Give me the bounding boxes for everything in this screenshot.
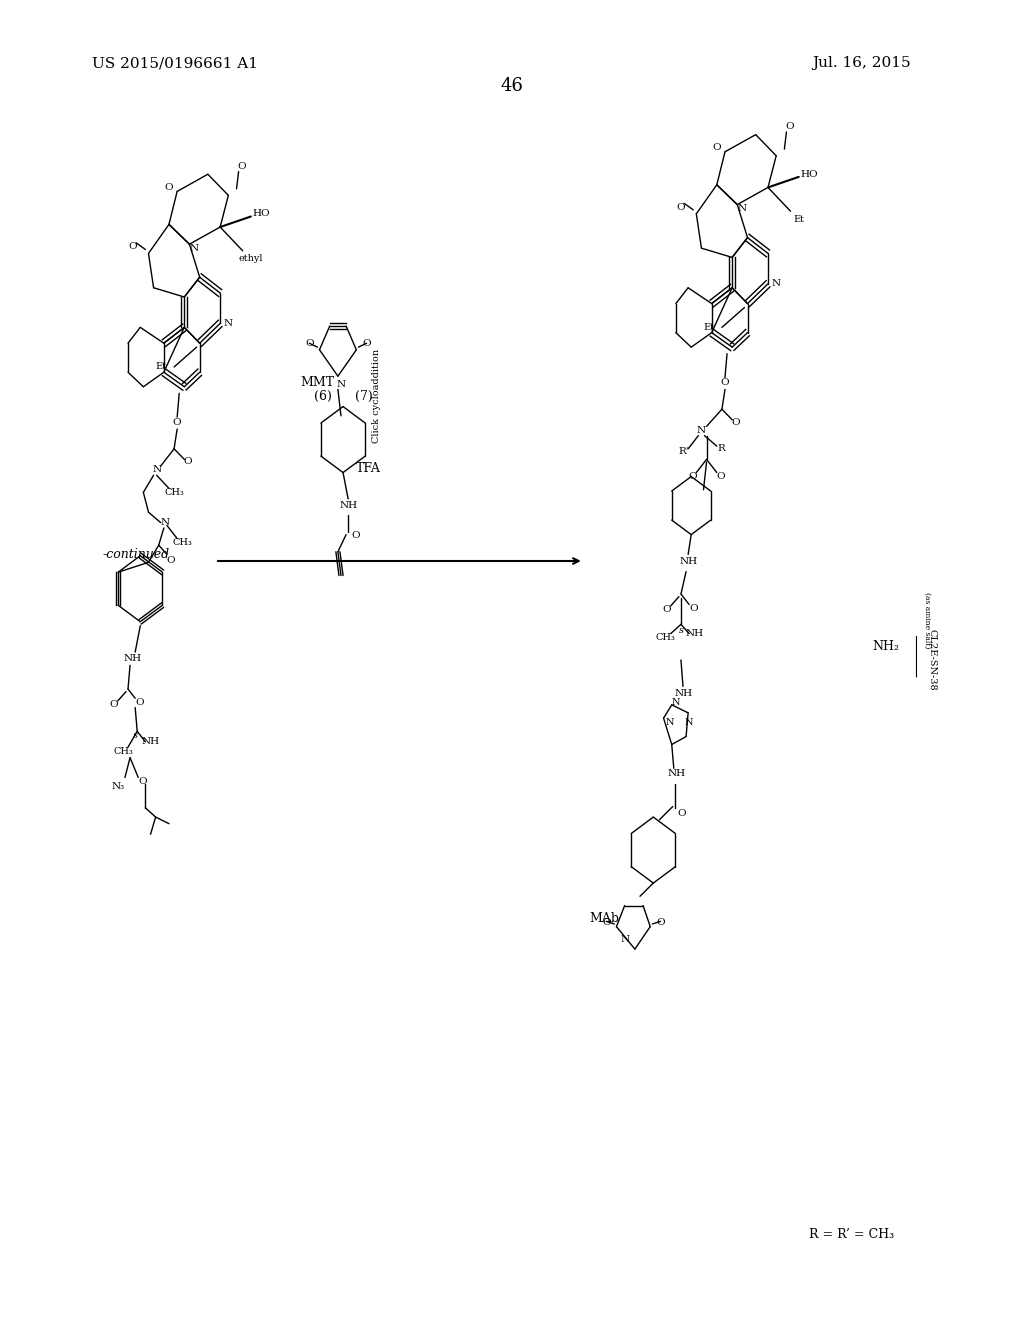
Text: N: N	[772, 280, 780, 288]
Text: O: O	[602, 919, 610, 927]
Text: NH: NH	[679, 557, 697, 565]
Text: O: O	[167, 557, 175, 565]
Text: s: s	[133, 731, 137, 739]
Text: NH₂: NH₂	[872, 640, 899, 653]
Text: O: O	[165, 183, 173, 191]
Text: 46: 46	[501, 77, 523, 95]
Text: O: O	[677, 203, 685, 211]
Text: O: O	[110, 701, 118, 709]
Text: R': R'	[679, 447, 689, 455]
Text: O: O	[713, 144, 721, 152]
Text: HO: HO	[253, 210, 270, 218]
Text: O: O	[678, 809, 686, 817]
Text: N: N	[153, 466, 161, 474]
Text: Et: Et	[703, 323, 714, 331]
Text: N: N	[337, 380, 345, 388]
Text: US 2015/0196661 A1: US 2015/0196661 A1	[92, 57, 258, 70]
Text: MMT: MMT	[300, 376, 335, 389]
Text: N: N	[666, 718, 674, 726]
Text: O: O	[721, 379, 729, 387]
Text: s: s	[679, 627, 683, 635]
Text: HO: HO	[801, 170, 818, 178]
Text: CH₃: CH₃	[164, 488, 184, 496]
Text: CH₃: CH₃	[655, 634, 676, 642]
Text: R = R’ = CH₃: R = R’ = CH₃	[809, 1228, 894, 1241]
Text: CH₃: CH₃	[172, 539, 193, 546]
Text: O: O	[362, 339, 371, 347]
Text: -continued: -continued	[102, 548, 170, 561]
Text: NH: NH	[675, 689, 693, 697]
Text: (as amine salt): (as amine salt)	[923, 593, 931, 648]
Text: N: N	[190, 244, 199, 252]
Text: O: O	[351, 532, 359, 540]
Text: NH: NH	[685, 630, 703, 638]
Text: O: O	[305, 339, 313, 347]
Text: N: N	[161, 519, 169, 527]
Text: NH: NH	[668, 770, 686, 777]
Text: O: O	[135, 698, 143, 706]
Text: O: O	[731, 418, 739, 426]
Text: N: N	[621, 936, 629, 944]
Text: (6): (6)	[313, 389, 332, 403]
Text: N: N	[697, 426, 706, 434]
Text: O: O	[663, 606, 671, 614]
Text: (7): (7)	[354, 389, 373, 403]
Text: O: O	[138, 777, 146, 785]
Text: O: O	[173, 418, 181, 426]
Text: N: N	[672, 698, 680, 706]
Text: N₃: N₃	[112, 783, 124, 791]
Text: NH: NH	[123, 655, 141, 663]
Text: O: O	[717, 473, 725, 480]
Text: ethyl: ethyl	[239, 255, 263, 263]
Text: Click cycloaddition: Click cycloaddition	[373, 348, 381, 444]
Text: O: O	[183, 458, 191, 466]
Text: O: O	[238, 162, 246, 170]
Text: Et: Et	[794, 215, 804, 223]
Text: N: N	[738, 205, 746, 213]
Text: NH: NH	[339, 502, 357, 510]
Text: MAb: MAb	[589, 912, 620, 925]
Text: TFA: TFA	[356, 462, 381, 475]
Text: CL2E-SN-38: CL2E-SN-38	[928, 630, 936, 690]
Text: N: N	[224, 319, 232, 327]
Text: Jul. 16, 2015: Jul. 16, 2015	[813, 57, 911, 70]
Text: O: O	[656, 919, 665, 927]
Text: N: N	[685, 718, 693, 726]
Text: NH: NH	[141, 738, 160, 746]
Text: Et: Et	[156, 363, 166, 371]
Text: O: O	[689, 605, 697, 612]
Text: O: O	[785, 123, 794, 131]
Text: O: O	[129, 243, 137, 251]
Text: R: R	[717, 445, 725, 453]
Text: O: O	[688, 473, 696, 480]
Text: CH₃: CH₃	[114, 747, 134, 755]
